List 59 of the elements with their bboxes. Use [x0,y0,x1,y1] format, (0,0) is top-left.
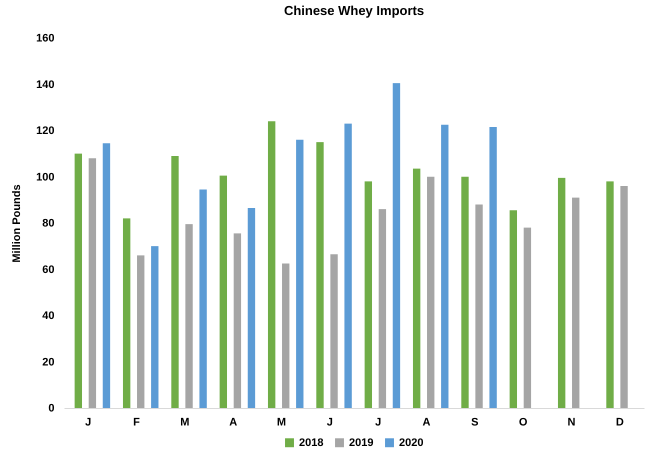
y-tick-label: 40 [42,310,54,322]
x-tick-label: A [422,416,431,428]
bar [316,142,324,408]
legend-label: 2020 [399,436,424,449]
x-tick-label: F [133,416,140,428]
x-tick-label: D [616,416,624,428]
bar [558,178,566,408]
bar [524,228,532,408]
y-tick-label: 0 [48,402,54,414]
bar [364,181,372,408]
bar [220,176,228,408]
bar [248,208,256,408]
bar [412,168,420,408]
x-tick-label: N [568,416,576,428]
x-tick-label: M [180,416,190,428]
bar [151,246,158,408]
bar [88,158,96,408]
bar [137,255,144,408]
bar [427,176,434,408]
bar [185,224,193,408]
bar [296,140,304,408]
y-tick-label: 80 [42,218,54,230]
bar [620,186,628,408]
bar [199,189,207,408]
bar [122,218,130,408]
y-axis-title: Million Pounds [11,184,24,263]
bar [268,121,276,408]
bar [102,143,110,408]
bar [606,181,614,408]
legend-label: 2018 [299,436,324,449]
x-tick-label: J [326,416,333,428]
y-tick-label: 60 [42,264,54,276]
y-tick-label: 100 [36,171,54,184]
bar [171,156,179,408]
x-tick-label: A [229,416,238,428]
y-tick-label: 140 [36,78,54,91]
x-tick-label: S [471,416,479,428]
bar [282,263,290,408]
bar [74,154,82,408]
bar [378,209,386,408]
bar [234,233,242,408]
x-tick-label: J [85,416,92,428]
bar [461,176,469,408]
bar [441,124,448,408]
y-tick-label: 160 [36,32,54,44]
bar [489,127,497,408]
x-tick-label: J [375,416,382,428]
chart-title: Chinese Whey Imports [284,3,424,18]
bar [572,198,580,408]
bar [344,124,352,408]
x-tick-label: O [518,416,528,428]
bar [510,210,518,408]
bar [475,204,483,408]
bar [392,83,400,408]
y-tick-label: 20 [42,356,54,368]
bar [330,254,338,408]
legend-label: 2019 [349,436,374,449]
x-tick-label: M [276,416,286,428]
y-tick-label: 120 [36,125,54,137]
